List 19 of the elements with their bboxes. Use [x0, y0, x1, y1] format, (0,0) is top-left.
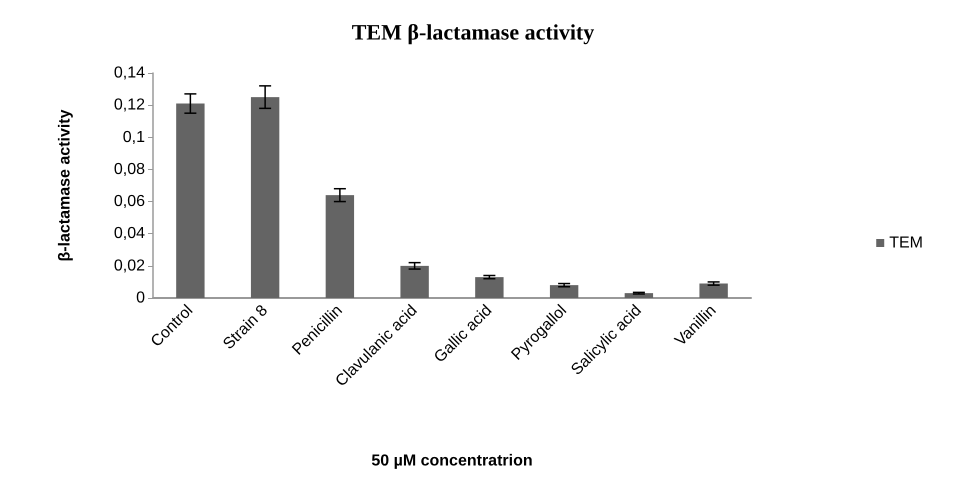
bar — [550, 285, 578, 298]
y-tick-label: 0,14 — [114, 64, 146, 82]
y-tick-label: 0,08 — [114, 160, 146, 178]
legend-label: TEM — [889, 234, 924, 252]
bar — [250, 97, 280, 298]
bar — [326, 195, 354, 298]
bar — [699, 284, 728, 298]
y-tick-label: 0,1 — [122, 128, 146, 146]
y-tick-label: 0,12 — [114, 96, 146, 114]
y-axis-title: β-lactamase activity — [56, 109, 74, 262]
bar — [475, 277, 504, 298]
bar — [400, 266, 429, 298]
bar — [176, 104, 205, 298]
y-tick-label: 0,06 — [114, 193, 146, 210]
y-tick-label: 0 — [136, 290, 146, 306]
y-tick-label: 0,02 — [114, 257, 146, 274]
y-tick-label: 0,04 — [114, 225, 146, 242]
x-axis-title: 50 µM concentratrion — [371, 452, 533, 470]
chart-title: TEM β-lactamase activity — [352, 20, 594, 44]
